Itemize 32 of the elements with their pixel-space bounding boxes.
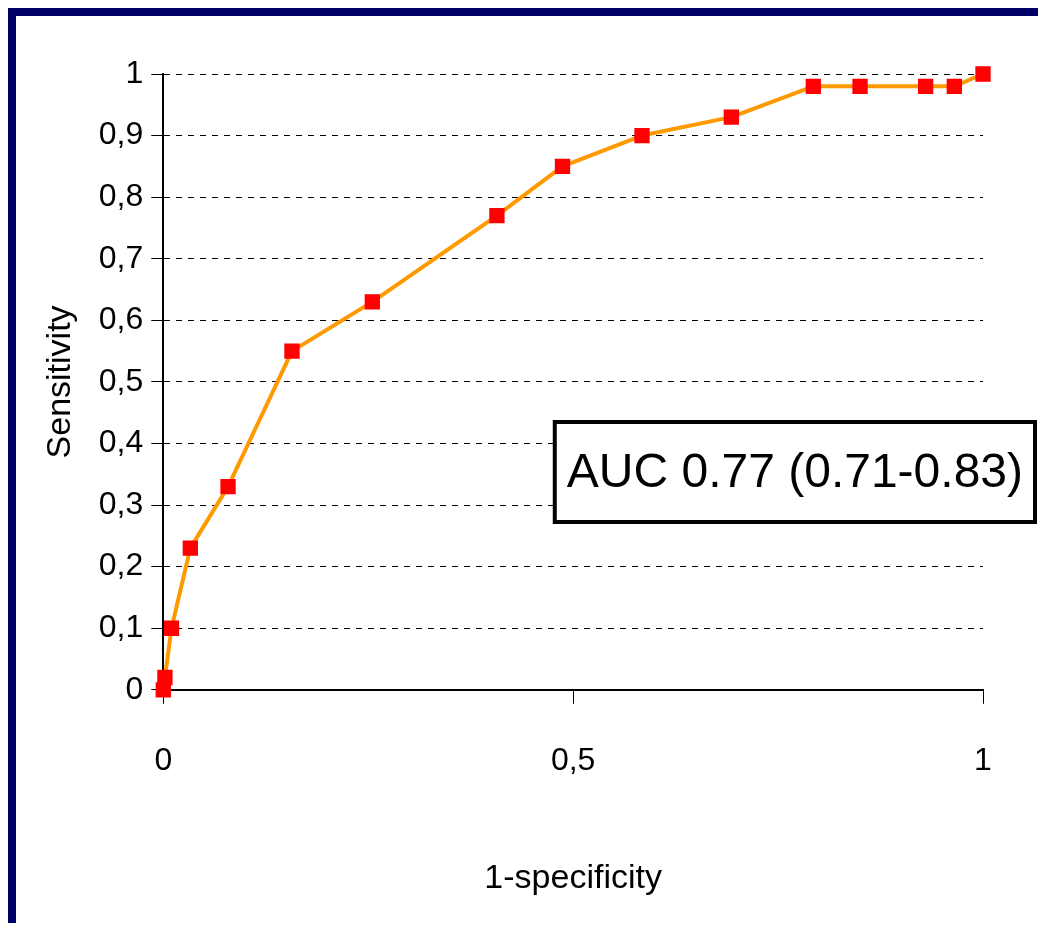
point	[220, 478, 236, 495]
x-tick-label: 0	[154, 740, 173, 777]
y-tick-label: 0,2	[98, 546, 144, 583]
point	[634, 127, 650, 144]
y-tick-label: 0,1	[98, 608, 144, 645]
point	[917, 78, 934, 94]
point	[489, 207, 505, 224]
annotation: AUC 0.77 (0.71-0.83)	[566, 444, 1023, 498]
y-tick-label: 0,4	[98, 423, 144, 460]
y-tick-label: 0,5	[98, 361, 144, 398]
point	[364, 294, 380, 310]
y-tick-label: 0,3	[98, 484, 144, 521]
y-tick-label: 0,6	[98, 300, 144, 337]
y-tick-label: 0,9	[98, 115, 144, 152]
point	[157, 669, 173, 686]
point	[182, 540, 198, 556]
y-tick-label: 0,8	[98, 176, 144, 213]
point	[723, 109, 739, 125]
point	[946, 78, 962, 94]
point	[805, 78, 821, 94]
y-tick-label: 0	[125, 669, 144, 706]
y-tick-label: 0,7	[98, 238, 144, 275]
x-axis-title: 1-specificity	[484, 856, 662, 895]
point	[852, 78, 868, 94]
point	[975, 66, 991, 82]
y-tick-label: 1	[125, 53, 144, 90]
x-tick-label: 1	[974, 740, 992, 777]
point	[163, 620, 180, 636]
x-tick-label: 0,5	[550, 740, 596, 777]
point	[284, 343, 300, 359]
point	[554, 158, 571, 175]
y-axis-title: Sensitivity	[38, 305, 77, 459]
